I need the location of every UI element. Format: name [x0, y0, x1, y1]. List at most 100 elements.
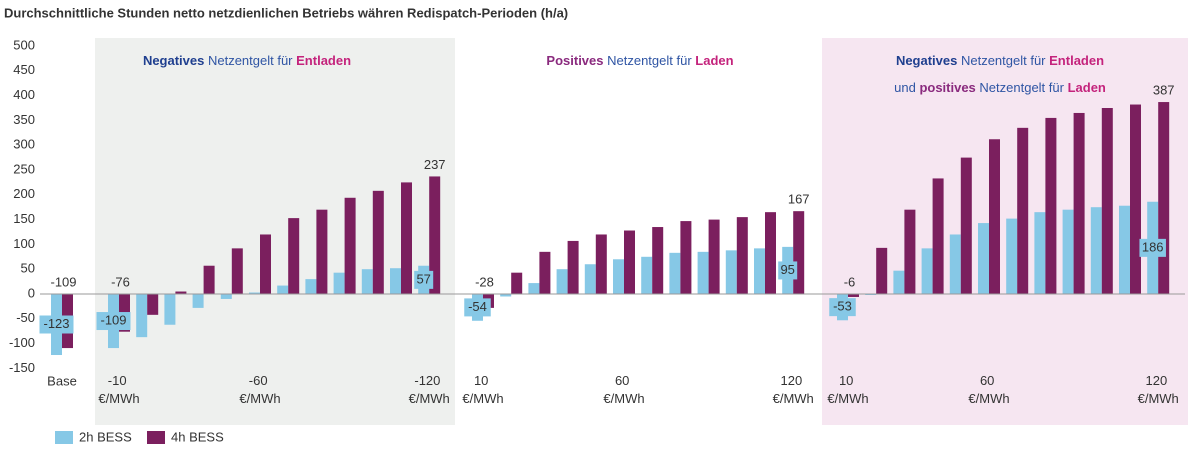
bar [754, 248, 765, 294]
bar [567, 240, 579, 294]
data-label: 95 [780, 262, 794, 277]
annotation-part: und [894, 80, 919, 95]
annotation-part: Netzentgelt für [604, 53, 696, 68]
legend-label: 2h BESS [79, 429, 132, 444]
bar [1073, 112, 1085, 295]
x-tick-line: 60 [615, 373, 633, 388]
bar [220, 294, 232, 299]
bar [539, 251, 551, 294]
x-tick-line: 10 [839, 373, 857, 388]
data-label: -109 [100, 312, 126, 327]
bar [164, 294, 176, 325]
x-tick-line: -120 [414, 373, 444, 388]
bar [725, 250, 737, 294]
legend-label: 4h BESS [171, 429, 224, 444]
bar [1017, 127, 1029, 294]
annotation-part: Netzentgelt für [204, 53, 296, 68]
legend-swatch [147, 431, 165, 444]
x-tick-label: 120 €/MWh [773, 373, 814, 406]
bar [344, 197, 356, 294]
bar [1090, 207, 1102, 294]
annotation: Negatives Netzentgelt für Entladen [143, 53, 351, 68]
data-label: -54 [468, 299, 487, 314]
bar [260, 234, 271, 294]
bar [1006, 218, 1018, 294]
bar [500, 294, 512, 297]
data-label: 167 [788, 192, 810, 207]
bar [978, 223, 989, 294]
bar [652, 227, 664, 294]
bar [333, 272, 345, 294]
y-tick-label: 350 [13, 112, 35, 127]
data-label: -109 [50, 274, 76, 289]
data-label-box [829, 298, 856, 317]
bar [136, 294, 148, 338]
y-tick-label: 500 [13, 37, 35, 52]
bar [876, 247, 888, 294]
bar [669, 252, 681, 294]
annotation-part: Entladen [296, 53, 351, 68]
x-tick-line: €/MWh [603, 391, 644, 406]
annotation: und positives Netzentgelt für Laden [894, 80, 1106, 95]
bar [848, 294, 859, 297]
bar [1034, 212, 1046, 294]
legend-swatch [55, 431, 73, 444]
data-label-box [778, 261, 798, 280]
annotation: Positives Netzentgelt für Laden [546, 53, 733, 68]
bar [249, 292, 260, 294]
bar [361, 269, 373, 294]
x-tick-line: €/MWh [409, 391, 450, 406]
data-label: 57 [416, 271, 430, 286]
y-tick-label: 450 [13, 62, 35, 77]
annotation-part: Negatives [896, 53, 957, 68]
y-tick-label: 50 [21, 261, 35, 276]
bar [960, 157, 972, 294]
data-label-box [1139, 238, 1166, 257]
x-tick-line: €/MWh [968, 391, 1009, 406]
data-label-box [96, 312, 131, 331]
annotation-part: Laden [1068, 80, 1106, 95]
data-label: -53 [833, 299, 852, 314]
bar [949, 234, 961, 294]
bar [624, 230, 635, 294]
x-tick-label: -60 €/MWh [239, 373, 280, 406]
bar [1101, 108, 1113, 294]
y-tick-label: 250 [13, 161, 35, 176]
bar [203, 265, 215, 294]
bar [932, 178, 944, 294]
x-tick-line: 120 [781, 373, 806, 388]
bar [288, 218, 300, 294]
data-label: 387 [1153, 82, 1175, 97]
bar [556, 269, 568, 294]
bar [511, 272, 523, 294]
data-label: -28 [475, 274, 494, 289]
x-tick-label: -120 €/MWh [409, 373, 450, 406]
x-tick-label: 60 €/MWh [603, 373, 644, 406]
data-label: -76 [111, 274, 130, 289]
data-label-box [39, 315, 74, 334]
x-tick-line: €/MWh [98, 391, 139, 406]
bar [175, 291, 187, 294]
bar [1045, 117, 1057, 294]
x-tick-line: -60 [249, 373, 271, 388]
x-tick-label: 120 €/MWh [1138, 373, 1179, 406]
annotation-part: Laden [695, 53, 733, 68]
data-label: -6 [844, 274, 856, 289]
x-tick-line: 120 [1146, 373, 1171, 388]
annotation-part: positives [919, 80, 975, 95]
x-tick-line: 60 [980, 373, 998, 388]
chart-title: Durchschnittliche Stunden netto netzdien… [4, 5, 568, 20]
bar [641, 256, 653, 294]
y-tick-label: 200 [13, 186, 35, 201]
bar [736, 217, 748, 294]
data-label-box [464, 298, 491, 317]
bar [708, 219, 720, 294]
bar [904, 209, 916, 294]
bar [613, 259, 624, 294]
bar [305, 279, 317, 294]
bar [401, 182, 412, 294]
bar [1119, 205, 1130, 294]
annotation-part: Netzentgelt für [957, 53, 1049, 68]
x-tick-line: 10 [474, 373, 492, 388]
